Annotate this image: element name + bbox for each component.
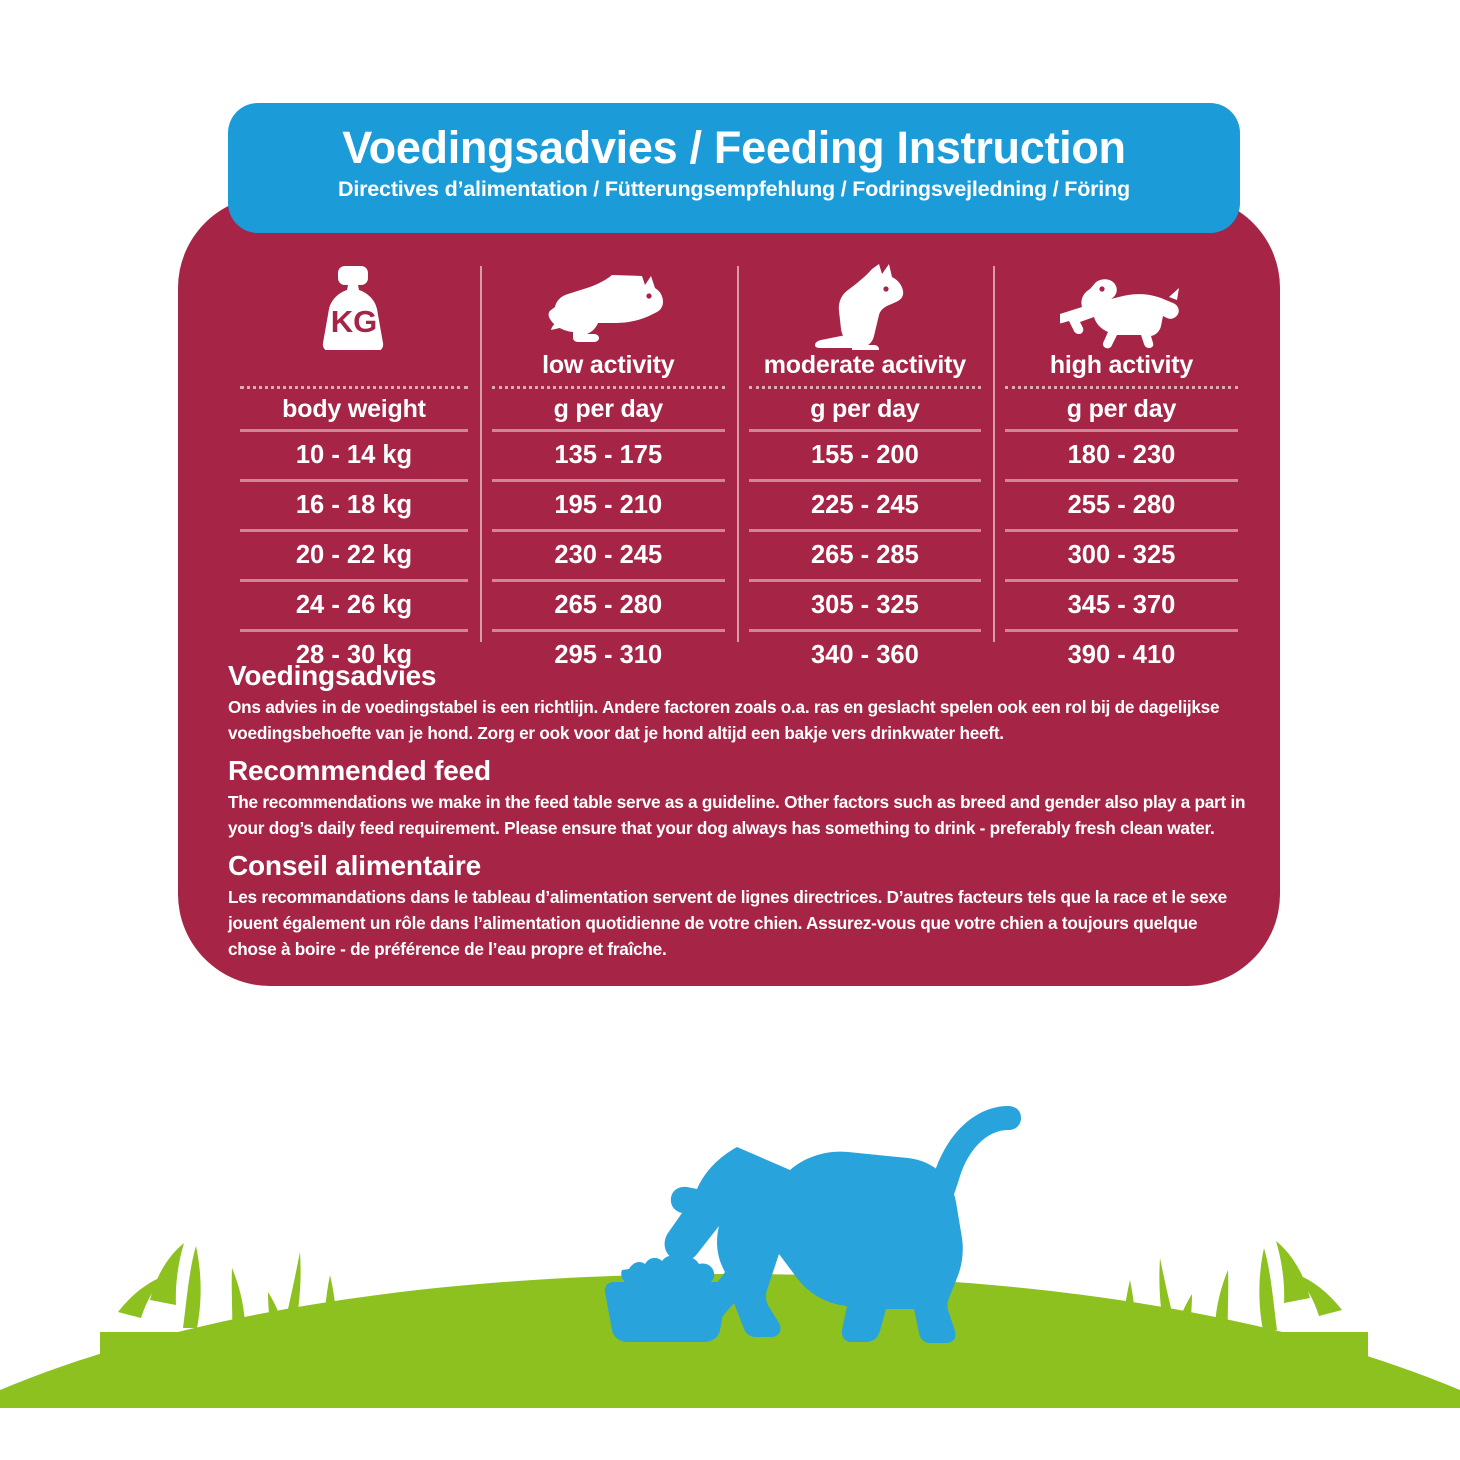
- table-column-low-activity: low activity g per day 135 - 175 195 - 2…: [480, 262, 737, 669]
- rule-dotted: [1005, 386, 1238, 389]
- column-activity-label: [234, 350, 474, 384]
- table-cell: 24 - 26 kg: [295, 591, 413, 619]
- advice-body: Les recommandations dans le tableau d’al…: [228, 887, 1227, 959]
- column-activity-label: moderate activity: [763, 351, 967, 379]
- dog-sitting-icon: [743, 262, 988, 350]
- rule-solid: [1005, 429, 1238, 432]
- page-subtitle: Directives d’alimentation / Fütterungsem…: [338, 177, 1130, 201]
- table-cell: 20 - 22 kg: [295, 541, 413, 569]
- table-column-high-activity: high activity g per day 180 - 230 255 - …: [993, 262, 1250, 669]
- rule-solid: [492, 429, 725, 432]
- table-cell: 340 - 360: [811, 641, 919, 669]
- table-cell: 155 - 200: [811, 441, 919, 469]
- column-divider: [480, 266, 482, 642]
- rule-solid: [240, 429, 468, 432]
- column-divider: [736, 266, 739, 642]
- dog-jumping-icon: [999, 262, 1244, 350]
- feeding-table: KG body weight 10 - 14 kg 16 - 18 kg 20 …: [228, 262, 1250, 669]
- table-cell: 180 - 230: [1067, 441, 1176, 469]
- table-cell: 135 - 175: [554, 441, 663, 469]
- rule-solid: [748, 429, 982, 432]
- rule-solid: [492, 479, 725, 482]
- rule-solid: [748, 529, 982, 532]
- column-unit-label: g per day: [1066, 395, 1177, 423]
- table-cell: 195 - 210: [554, 491, 663, 519]
- rule-solid: [748, 579, 982, 582]
- advice-heading: Voedingsadvies: [228, 660, 437, 691]
- advice-block-fr: Conseil alimentaire Les recommandations …: [228, 848, 1248, 962]
- grass-hill: [0, 1274, 1460, 1406]
- column-activity-label: low activity: [542, 351, 675, 379]
- illustration-scene: [0, 1060, 1460, 1460]
- column-unit-label: g per day: [553, 395, 664, 423]
- table-cell: 28 - 30 kg: [295, 641, 413, 669]
- advice-heading: Conseil alimentaire: [228, 850, 481, 881]
- column-activity-label: high activity: [1049, 351, 1194, 379]
- page-title: Voedingsadvies / Feeding Instruction: [342, 122, 1126, 173]
- rule-solid: [1005, 479, 1238, 482]
- rule-solid: [1005, 579, 1238, 582]
- advice-section: Voedingsadvies Ons advies in de voedings…: [228, 658, 1248, 969]
- header-banner: Voedingsadvies / Feeding Instruction Dir…: [228, 103, 1240, 233]
- rule-solid: [492, 529, 725, 532]
- table-cell: 255 - 280: [1067, 491, 1176, 519]
- rule-solid: [492, 629, 725, 632]
- advice-heading: Recommended feed: [228, 755, 491, 786]
- advice-block-en: Recommended feed The recommendations we …: [228, 753, 1248, 841]
- table-cell: 265 - 285: [811, 541, 919, 569]
- table-column-moderate-activity: moderate activity g per day 155 - 200 22…: [736, 262, 994, 669]
- kg-weight-icon: KG: [234, 262, 474, 350]
- column-unit-label: body weight: [282, 395, 426, 423]
- table-cell: 390 - 410: [1067, 641, 1176, 669]
- rule-dotted: [240, 386, 468, 389]
- rule-solid: [748, 479, 982, 482]
- rule-solid: [240, 529, 468, 532]
- grass-hill: [0, 1390, 1460, 1408]
- table-cell: 10 - 14 kg: [295, 441, 413, 469]
- column-divider: [993, 266, 996, 642]
- table-cell: 16 - 18 kg: [295, 491, 413, 519]
- table-cell: 230 - 245: [554, 541, 663, 569]
- table-cell: 225 - 245: [811, 491, 919, 519]
- table-cell: 300 - 325: [1067, 541, 1176, 569]
- table-cell: 345 - 370: [1067, 591, 1176, 619]
- rule-solid: [240, 579, 468, 582]
- table-cell: 295 - 310: [554, 641, 663, 669]
- dog-eating-icon: [664, 1106, 1021, 1343]
- column-unit-label: g per day: [810, 395, 920, 423]
- rule-solid: [748, 629, 982, 632]
- rule-solid: [240, 629, 468, 632]
- rule-solid: [240, 479, 468, 482]
- rule-solid: [1005, 529, 1238, 532]
- advice-body: Ons advies in de voedingstabel is een ri…: [228, 697, 1220, 743]
- table-column-body-weight: KG body weight 10 - 14 kg 16 - 18 kg 20 …: [228, 262, 480, 669]
- svg-text:KG: KG: [331, 304, 378, 339]
- advice-block-nl: Voedingsadvies Ons advies in de voedings…: [228, 658, 1248, 746]
- rule-dotted: [492, 386, 725, 389]
- table-cell: 265 - 280: [554, 591, 663, 619]
- rule-solid: [492, 579, 725, 582]
- table-cell: 305 - 325: [811, 591, 919, 619]
- dog-lying-icon: [486, 262, 731, 350]
- rule-solid: [1005, 629, 1238, 632]
- rule-dotted: [748, 386, 982, 389]
- advice-body: The recommendations we make in the feed …: [228, 792, 1246, 838]
